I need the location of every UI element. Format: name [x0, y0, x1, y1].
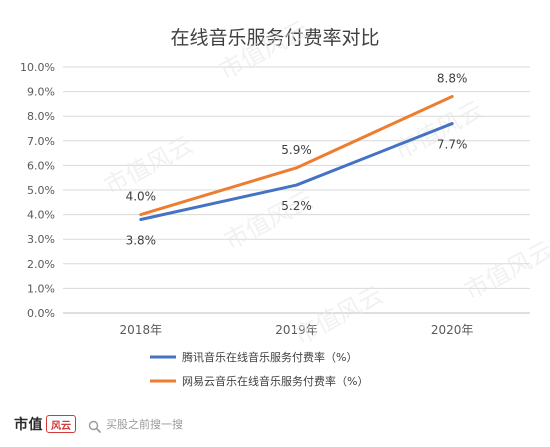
footer-search-text: 买股之前搜一搜: [106, 418, 183, 431]
y-tick-label: 9.0%: [27, 86, 55, 99]
watermark-text: 市值风云: [220, 186, 318, 256]
y-tick-label: 10.0%: [20, 61, 55, 74]
data-label-series-1: 7.7%: [437, 138, 468, 152]
y-tick-label: 3.0%: [27, 233, 55, 246]
x-tick-label: 2018年: [120, 323, 163, 337]
y-tick-label: 6.0%: [27, 159, 55, 172]
y-tick-label: 8.0%: [27, 110, 55, 123]
watermark-text: 市值风云: [460, 236, 550, 306]
legend-label-2: 网易云音乐在线音乐服务付费率（%）: [182, 374, 368, 388]
data-label-series-2: 8.8%: [437, 72, 468, 86]
footer-seal-logo: 风云: [46, 415, 76, 433]
series-line-1: [139, 122, 454, 222]
search-icon: [88, 418, 101, 433]
data-label-series-1: 3.8%: [126, 234, 157, 248]
y-tick-label: 0.0%: [27, 307, 55, 320]
x-tick-label: 2020年: [431, 323, 474, 337]
y-tick-label: 7.0%: [27, 135, 55, 148]
legend-label-1: 腾讯音乐在线音乐服务付费率（%）: [182, 350, 357, 364]
footer-bar: 市值 风云 买股之前搜一搜: [0, 405, 550, 443]
footer-search-link[interactable]: 买股之前搜一搜: [88, 416, 183, 433]
data-label-series-2: 5.9%: [281, 143, 312, 157]
series-line-2: [139, 95, 454, 217]
x-tick-label: 2019年: [275, 323, 318, 337]
y-tick-label: 5.0%: [27, 184, 55, 197]
chart-title: 在线音乐服务付费率对比: [170, 27, 379, 49]
watermark-text: 市值风云: [290, 281, 388, 351]
data-label-series-1: 5.2%: [281, 199, 312, 213]
data-label-series-2: 4.0%: [126, 190, 157, 204]
watermark-text: 市值风云: [215, 16, 313, 86]
y-tick-label: 1.0%: [27, 282, 55, 295]
y-tick-label: 4.0%: [27, 209, 55, 222]
footer-brand: 市值: [14, 417, 43, 433]
y-tick-label: 2.0%: [27, 258, 55, 271]
